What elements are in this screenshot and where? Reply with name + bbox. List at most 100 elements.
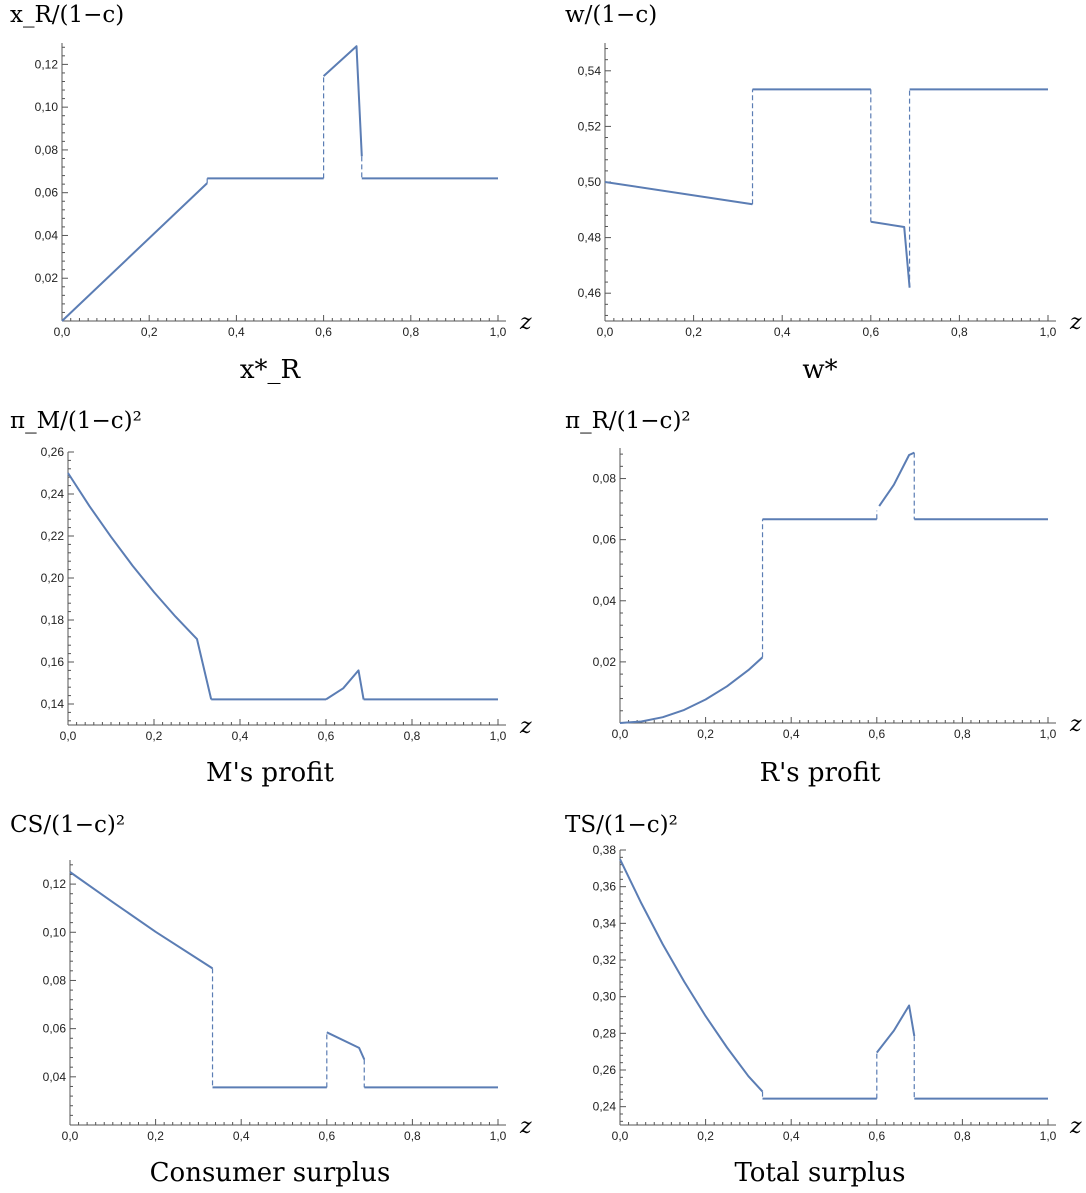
y-tick-label: 0,04 [593, 594, 617, 608]
x-tick-label: 0,4 [228, 325, 245, 339]
y-tick-label: 0,30 [593, 990, 617, 1004]
x-tick-label: 0,2 [697, 1129, 714, 1143]
y-tick-label: 0,46 [578, 286, 602, 300]
x-axis-label: z [1069, 1114, 1082, 1139]
series-line [325, 669, 365, 701]
x-tick-label: 1,0 [490, 729, 507, 743]
y-tick-label: 0,54 [578, 64, 602, 78]
x-tick-label: 0,4 [783, 1129, 800, 1143]
y-tick-label: 0,22 [41, 529, 65, 543]
x-tick-label: 0,0 [60, 729, 77, 743]
y-tick-label: 0,08 [593, 472, 617, 486]
x-axis-label: z [1069, 712, 1082, 737]
x-tick-label: 0,4 [783, 727, 800, 741]
x-tick-label: 0,4 [774, 325, 791, 339]
x-tick-label: 0,6 [318, 1129, 335, 1143]
y-tick-label: 0,52 [578, 119, 602, 133]
x-tick-label: 0,8 [402, 325, 419, 339]
x-axis-label: z [519, 1114, 532, 1139]
y-tick-label: 0,34 [593, 916, 617, 930]
ylabel-cs: CS/(1−c)² [10, 812, 126, 838]
y-tick-label: 0,06 [593, 533, 617, 547]
chart-ts: 0,0 0,2 0,4 0,6 0,8 1,0 0,24 0,26 0,28 0,30 0,32 0,… [593, 843, 1082, 1143]
x-tick-label: 0,6 [868, 727, 885, 741]
chart-pim: 0,0 0,2 0,4 0,6 0,8 1,0 0,14 0,16 0,18 0,20 0,22 0,… [41, 445, 532, 743]
y-tick-label: 0,48 [578, 231, 602, 245]
series-line [604, 181, 753, 206]
caption-ts: Total surplus [734, 1158, 906, 1188]
y-tick-label: 0,10 [43, 925, 67, 939]
y-tick-label: 0,12 [43, 877, 67, 891]
caption-cs: Consumer surplus [149, 1158, 391, 1188]
x-tick-label: 0,8 [954, 1129, 971, 1143]
x-tick-label: 0,0 [54, 325, 71, 339]
y-tick-label: 0,38 [593, 843, 617, 857]
ylabel-pim: π_M/(1−c)² [10, 408, 142, 434]
x-axis-label: z [1069, 310, 1082, 335]
y-tick-label: 0,12 [35, 57, 59, 71]
x-tick-label: 0,8 [954, 727, 971, 741]
chart-w: 0,0 0,2 0,4 0,6 0,8 1,0 0,46 0,48 0,50 0,52 0,54 z [578, 43, 1082, 339]
x-tick-label: 0,6 [315, 325, 332, 339]
ylabel-pir: π_R/(1−c)² [565, 408, 691, 434]
y-tick-label: 0,36 [593, 880, 617, 894]
x-tick-label: 0,2 [147, 1129, 164, 1143]
y-tick-label: 0,06 [35, 186, 59, 200]
chart-xr: 0,0 0,2 0,4 0,6 0,8 1,0 0,02 0,04 0,06 0,08 0,10 0,… [35, 43, 532, 339]
y-tick-label: 0,16 [41, 655, 65, 669]
chart-cs: 0,0 0,2 0,4 0,6 0,8 1,0 0,04 0,06 0,08 0,10 0,12 z [43, 860, 532, 1143]
caption-xr: x*_R [239, 355, 301, 385]
y-tick-label: 0,24 [41, 487, 65, 501]
y-tick-label: 0,02 [593, 655, 617, 669]
y-tick-label: 0,06 [43, 1022, 67, 1036]
series-line [322, 45, 363, 157]
x-tick-label: 0,4 [232, 729, 249, 743]
chart-pir: 0,0 0,2 0,4 0,6 0,8 1,0 0,02 0,04 0,06 0,08 z [593, 448, 1082, 741]
x-tick-label: 0,2 [697, 727, 714, 741]
y-tick-label: 0,08 [43, 973, 67, 987]
x-tick-label: 0,8 [404, 729, 421, 743]
series-line [870, 220, 911, 288]
y-tick-label: 0,14 [41, 697, 65, 711]
x-tick-label: 0,6 [862, 325, 879, 339]
x-tick-label: 0,6 [868, 1129, 885, 1143]
x-tick-label: 0,2 [141, 325, 158, 339]
y-tick-label: 0,08 [35, 143, 59, 157]
x-tick-label: 1,0 [1040, 325, 1057, 339]
y-tick-label: 0,50 [578, 175, 602, 189]
ylabel-ts: TS/(1−c)² [565, 812, 678, 838]
y-tick-label: 0,32 [593, 953, 617, 967]
x-tick-label: 1,0 [1040, 727, 1057, 741]
series-line [61, 182, 208, 322]
x-tick-label: 0,8 [951, 325, 968, 339]
y-tick-label: 0,20 [41, 571, 65, 585]
series-line [69, 871, 214, 970]
caption-pir: R's profit [759, 758, 881, 788]
series-line [878, 451, 915, 507]
y-tick-label: 0,10 [35, 100, 59, 114]
series-line [67, 472, 213, 700]
y-tick-label: 0,04 [35, 228, 59, 242]
series-line [876, 1004, 916, 1054]
x-tick-label: 0,0 [62, 1129, 79, 1143]
x-tick-label: 1,0 [490, 1129, 507, 1143]
y-tick-label: 0,28 [593, 1026, 617, 1040]
x-tick-label: 0,6 [318, 729, 335, 743]
y-tick-label: 0,24 [593, 1100, 617, 1114]
x-tick-label: 0,0 [597, 325, 614, 339]
x-tick-label: 0,8 [404, 1129, 421, 1143]
y-tick-label: 0,26 [593, 1063, 617, 1077]
ylabel-w: w/(1−c) [565, 2, 658, 28]
x-tick-label: 0,4 [233, 1129, 250, 1143]
y-tick-label: 0,26 [41, 445, 65, 459]
x-tick-label: 0,2 [146, 729, 163, 743]
caption-w: w* [802, 355, 838, 385]
x-tick-label: 0,0 [612, 1129, 629, 1143]
x-tick-label: 1,0 [490, 325, 507, 339]
x-tick-label: 0,2 [685, 325, 702, 339]
y-tick-label: 0,18 [41, 613, 65, 627]
x-tick-label: 0,0 [612, 727, 629, 741]
x-tick-label: 1,0 [1040, 1129, 1057, 1143]
series-line [326, 1031, 366, 1060]
ylabel-xr: x_R/(1−c) [10, 2, 125, 28]
